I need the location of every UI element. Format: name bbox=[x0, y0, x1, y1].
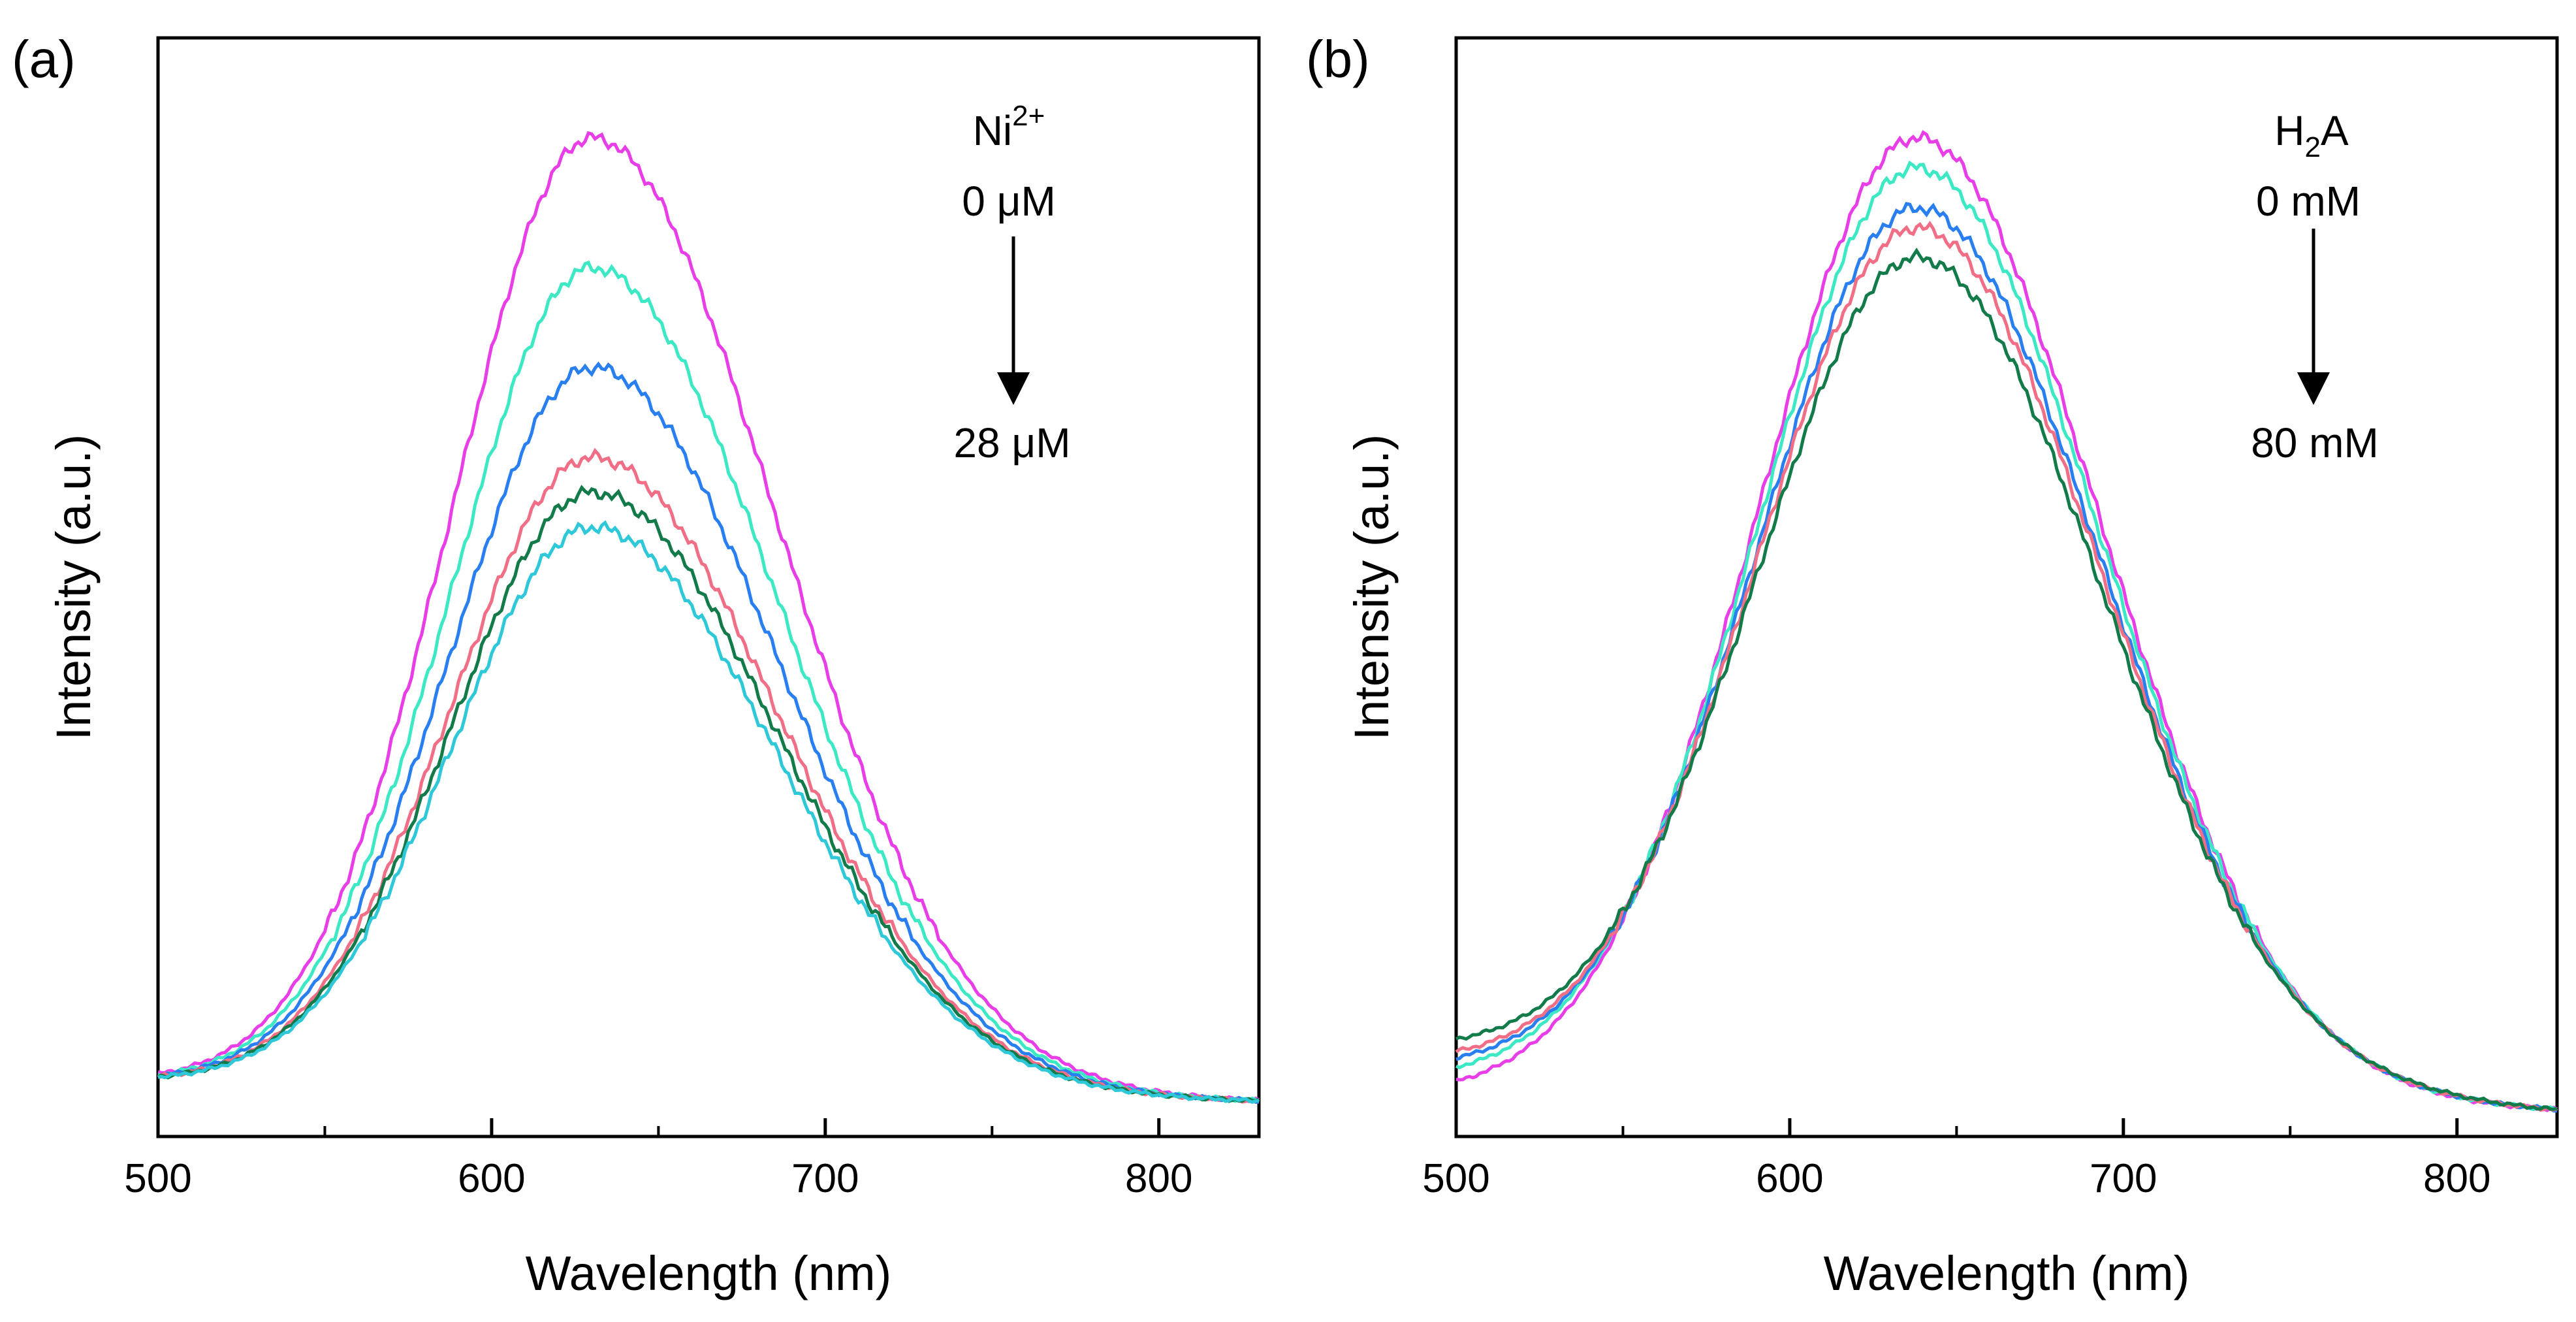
plot-b-annotation-species: H2A bbox=[2274, 107, 2349, 163]
plot-b-frame bbox=[1454, 36, 2559, 1138]
plot-b-series-1 bbox=[1455, 130, 2558, 1112]
plot-a-annotation-end: 28 μM bbox=[953, 419, 1070, 466]
plot-a-x-tick-label-600: 600 bbox=[458, 1156, 525, 1201]
plot-b-x-tick-label-800: 800 bbox=[2423, 1156, 2490, 1201]
plot-b-x-ticks: 500 600 700 800 bbox=[1422, 1118, 2490, 1201]
plot-a-x-tick-label-700: 700 bbox=[791, 1156, 859, 1201]
panel-a: (a) 500 600 700 800 Wavelength (nm) Intensi… bbox=[12, 30, 1261, 1300]
plot-a-x-ticks: 500 600 700 800 bbox=[124, 1118, 1192, 1201]
plot-b-annotation-start: 0 mM bbox=[2256, 178, 2361, 225]
panel-b-label: (b) bbox=[1306, 30, 1370, 88]
panel-a-label: (a) bbox=[12, 30, 76, 88]
plot-a-annotation: Ni2+ 0 μM 28 μM bbox=[953, 100, 1070, 466]
plot-a-x-tick-label-500: 500 bbox=[124, 1156, 191, 1201]
plot-b-x-tick-label-700: 700 bbox=[2090, 1156, 2157, 1201]
plot-b-x-tick-label-600: 600 bbox=[1756, 1156, 1823, 1201]
plot-a-curves bbox=[157, 131, 1260, 1104]
plot-b-y-axis-title: Intensity (a.u.) bbox=[1344, 434, 1399, 741]
plot-b-x-axis-title: Wavelength (nm) bbox=[1824, 1246, 2190, 1300]
plot-a-series-1 bbox=[157, 131, 1260, 1104]
plot-b-annotation: H2A 0 mM 80 mM bbox=[2251, 107, 2379, 466]
plot-b-series-5 bbox=[1455, 248, 2558, 1111]
plot-a-series-4 bbox=[157, 447, 1260, 1104]
plot-a-y-axis-title: Intensity (a.u.) bbox=[46, 434, 101, 741]
plot-b-curves bbox=[1455, 130, 2558, 1113]
plot-b-series-3 bbox=[1455, 202, 2558, 1113]
plot-a-frame bbox=[156, 36, 1261, 1138]
plot-a-x-tick-label-800: 800 bbox=[1125, 1156, 1192, 1201]
panel-b: (b) 500 600 700 800 Wavelength (nm) Intensi… bbox=[1306, 30, 2559, 1300]
plot-b-x-tick-label-500: 500 bbox=[1422, 1156, 1489, 1201]
plot-b-annotation-end: 80 mM bbox=[2251, 419, 2379, 466]
plot-a-series-3 bbox=[157, 361, 1260, 1104]
plot-a-series-2 bbox=[157, 260, 1260, 1103]
plot-a-annotation-species: Ni2+ bbox=[973, 100, 1045, 154]
plot-a-annotation-start: 0 μM bbox=[962, 178, 1056, 225]
plot-a-x-axis-title: Wavelength (nm) bbox=[526, 1246, 892, 1300]
plot-a-series-6 bbox=[157, 520, 1260, 1104]
